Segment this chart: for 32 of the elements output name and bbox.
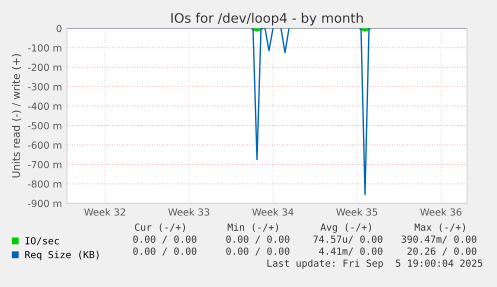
text: 390.47m/ 0.00 — [402, 235, 476, 244]
text: 74.57u/ 0.00 — [313, 235, 382, 244]
legend-label: IO/sec — [25, 237, 59, 246]
y-tick-label: -800 m — [28, 180, 62, 188]
text: Max (-/+) — [414, 223, 465, 232]
x-tick-label: Week 36 — [420, 208, 462, 216]
legend-label: Req Size (KB) — [25, 250, 99, 260]
text: 20.26 / 0.00 — [407, 247, 476, 256]
x-tick-label: Week 35 — [336, 208, 378, 216]
y-tick-label: -900 m — [28, 200, 62, 208]
text: Min (-/+) — [228, 223, 278, 232]
text: 0.00 / 0.00 — [133, 247, 196, 256]
y-tick-label: 0 — [56, 24, 62, 32]
text: 0.00 / 0.00 — [133, 235, 196, 244]
y-tick-label: -500 m — [28, 122, 62, 130]
chart-title: IOs for /dev/loop4 - by month — [171, 12, 363, 26]
y-tick-label: -200 m — [28, 64, 62, 72]
y-tick-label: -600 m — [28, 141, 62, 149]
y-axis-title: Units read (-) / write (+) — [12, 54, 22, 178]
text: 4.41m/ 0.00 — [319, 247, 382, 256]
text: Cur (-/+) — [134, 223, 185, 232]
x-tick-label: Week 34 — [252, 208, 294, 216]
y-tick-label: -100 m — [28, 44, 62, 52]
x-tick-label: Week 33 — [168, 208, 210, 216]
text: 0.00 / 0.00 — [226, 235, 290, 244]
x-tick-label: Week 32 — [84, 208, 126, 216]
text: Last update: Fri Sep 5 19:00:04 2025 — [267, 259, 482, 269]
text: 0.00 / 0.00 — [226, 247, 290, 256]
y-tick-label: -400 m — [28, 102, 62, 110]
y-tick-label: -300 m — [28, 83, 62, 90]
text: Avg (-/+) — [320, 223, 371, 233]
y-tick-label: -700 m — [28, 160, 62, 168]
